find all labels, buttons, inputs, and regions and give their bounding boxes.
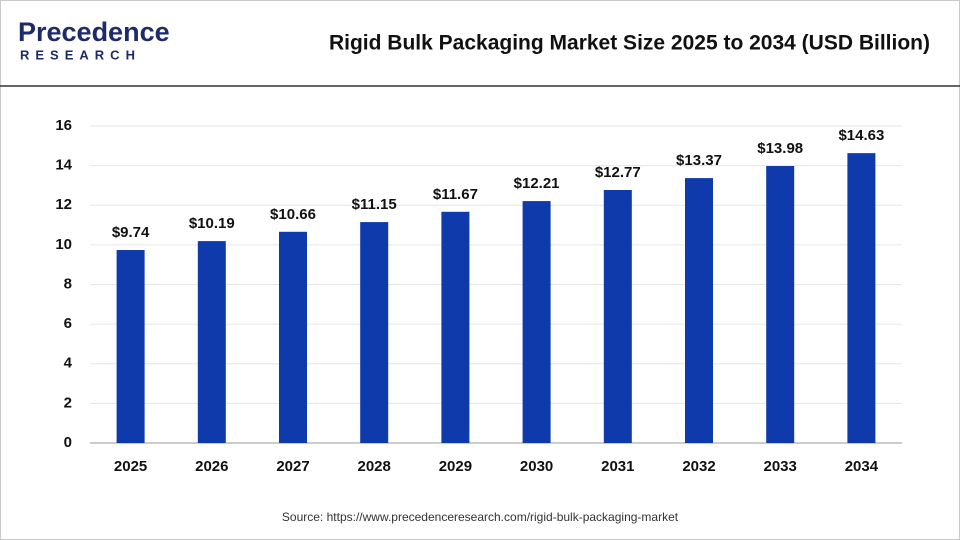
value-label: $14.63	[838, 127, 884, 144]
bar	[685, 178, 713, 443]
y-tick-label: 12	[55, 196, 72, 213]
value-label: $10.19	[189, 215, 235, 232]
y-tick-label: 4	[64, 355, 73, 372]
bar	[441, 211, 470, 443]
source: Source: https://www.precedenceresearch.c…	[282, 510, 679, 524]
value-label: $13.98	[757, 140, 803, 157]
bar	[766, 166, 795, 444]
bar	[603, 189, 632, 443]
x-tick-label: 2034	[845, 458, 879, 475]
bar	[360, 222, 389, 443]
y-tick-label: 10	[55, 236, 72, 253]
value-label: $10.66	[270, 206, 316, 223]
y-tick-label: 8	[64, 275, 72, 292]
chart-title: Rigid Bulk Packaging Market Size 2025 to…	[329, 32, 930, 55]
value-label: $12.21	[514, 175, 560, 192]
y-tick-label: 0	[64, 434, 72, 451]
bar	[847, 153, 876, 443]
x-tick-label: 2028	[358, 458, 391, 475]
y-tick-label: 6	[64, 315, 72, 332]
x-tick-label: 2027	[276, 458, 309, 475]
x-tick-label: 2030	[520, 458, 553, 475]
x-tick-label: 2032	[682, 458, 715, 475]
y-tick-label: 16	[55, 117, 72, 134]
x-tick-label: 2031	[601, 458, 634, 475]
logo-name: Precedence	[18, 17, 170, 47]
y-tick-label: 14	[55, 157, 72, 174]
bar	[279, 231, 307, 443]
logo-tagline: RESEARCH	[20, 47, 141, 62]
value-label: $11.15	[352, 196, 397, 213]
x-tick-label: 2029	[439, 458, 472, 475]
x-tick-label: 2033	[764, 458, 797, 475]
value-label: $12.77	[595, 164, 641, 181]
value-label: $9.74	[112, 224, 150, 241]
bar	[522, 201, 551, 443]
x-tick-label: 2026	[195, 458, 228, 475]
bar	[116, 250, 145, 443]
value-label: $13.37	[676, 152, 722, 169]
x-tick-label: 2025	[114, 458, 147, 475]
y-tick-label: 2	[64, 394, 72, 411]
value-label: $11.67	[433, 186, 478, 203]
bar	[197, 241, 226, 443]
